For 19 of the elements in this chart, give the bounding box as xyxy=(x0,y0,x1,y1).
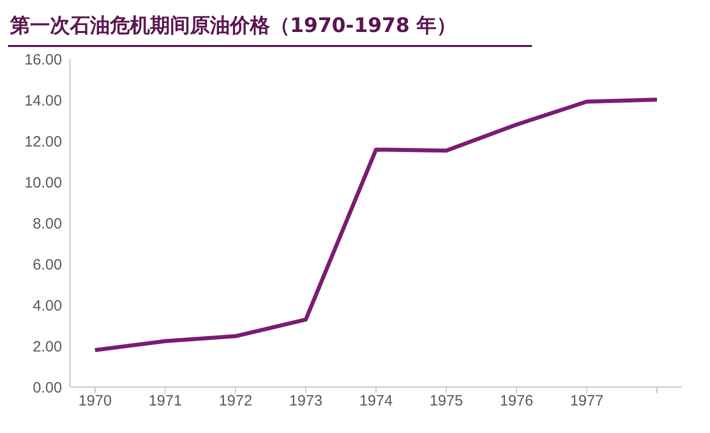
line-series xyxy=(93,98,659,352)
y-tick-label: 14.00 xyxy=(24,92,62,110)
x-tick-label: 1974 xyxy=(359,392,393,410)
y-tick-label: 8.00 xyxy=(32,215,62,232)
x-tick-label: 1975 xyxy=(430,392,463,410)
y-tick-label: 10.00 xyxy=(24,174,62,192)
x-tick-label: 1971 xyxy=(148,392,182,410)
y-tick-label: 6.00 xyxy=(32,256,62,274)
x-tick-label: 1970 xyxy=(78,392,112,410)
y-tick-label: 0.00 xyxy=(32,379,62,396)
y-tick-label: 2.00 xyxy=(32,338,62,356)
x-tick-label: 1976 xyxy=(500,392,534,410)
y-tick-label: 16.00 xyxy=(24,51,62,68)
y-tick-label: 12.00 xyxy=(24,133,62,150)
x-tick-label: 1972 xyxy=(218,392,252,410)
y-tick-label: 4.00 xyxy=(32,297,62,314)
x-tick-label: 1977 xyxy=(570,392,604,410)
x-tick-label: 1973 xyxy=(289,392,322,410)
chart-title: 第一次石油危机期间原油价格（1970-1978 年） xyxy=(8,8,532,47)
